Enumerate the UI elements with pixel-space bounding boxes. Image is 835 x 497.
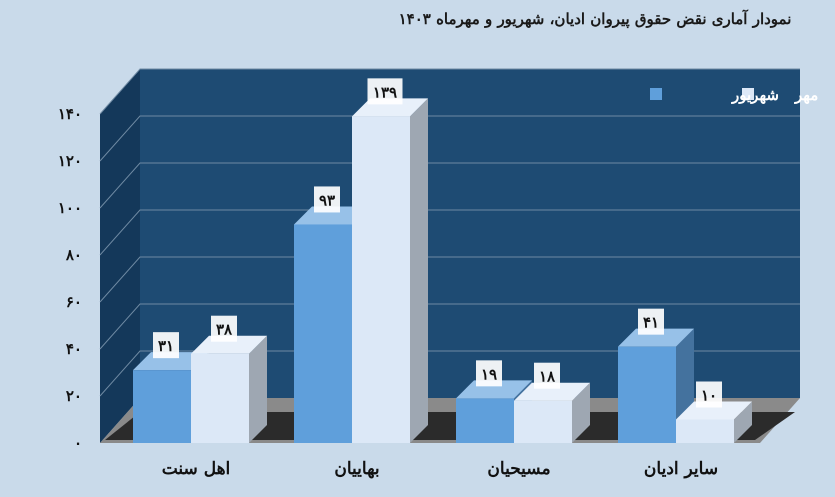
- data-label-text: ۱۳۹: [373, 83, 397, 101]
- data-label: ۱۰: [696, 381, 722, 408]
- y-tick-label: ۱۰۰: [58, 199, 82, 217]
- legend-swatch: [650, 88, 662, 100]
- y-tick-label: ۶۰: [66, 293, 82, 311]
- legend-label: شهریور: [731, 86, 779, 104]
- data-label-box: [211, 315, 237, 342]
- data-label-box: [153, 332, 179, 359]
- data-label: ۴۱: [638, 308, 664, 335]
- legend-label: مهر: [794, 86, 818, 104]
- x-category-label: سایر ادیان: [644, 459, 718, 479]
- data-label-text: ۳۸: [216, 321, 233, 339]
- y-tick-label: ۴۰: [66, 340, 82, 358]
- data-label-text: ۱۰: [701, 387, 717, 405]
- category-labels: اهل سنت بهاییان مسیحیان سایر ادیان: [162, 459, 718, 479]
- y-axis-ticks: ۰ ۲۰ ۴۰ ۶۰ ۸۰ ۱۰۰ ۱۲۰ ۱۴۰: [58, 105, 82, 452]
- side-wall: [100, 69, 140, 443]
- bar-top: [191, 335, 267, 354]
- gridline: [99, 68, 800, 115]
- bar-top: [676, 401, 752, 420]
- chart-title: نمودار آماری نقض حقوق پیروان ادیان، شهری…: [399, 9, 792, 29]
- bar-front: [676, 419, 734, 443]
- data-label-text: ۳۱: [158, 337, 174, 355]
- x-category-label: مسیحیان: [487, 459, 550, 479]
- legend-item: مهر: [742, 86, 818, 104]
- data-label: ۱۸: [534, 362, 560, 389]
- gridline: [99, 162, 800, 209]
- legend-swatch: [742, 88, 754, 100]
- bar-front: [133, 370, 191, 443]
- data-label: ۳۸: [211, 315, 237, 342]
- data-label-box: [314, 186, 340, 213]
- data-label-box: [476, 360, 502, 387]
- gridlines: [99, 68, 800, 397]
- bar: [514, 382, 590, 443]
- data-label-box: [534, 362, 560, 389]
- data-label-box: [696, 381, 722, 408]
- y-tick-label: ۲۰: [66, 387, 82, 405]
- data-label-text: ۹۳: [319, 191, 335, 209]
- bar-side: [572, 382, 590, 443]
- data-label: ۱۳۹: [367, 78, 403, 105]
- x-category-label: اهل سنت: [162, 459, 231, 479]
- bar-side: [410, 98, 428, 443]
- bar-side: [734, 401, 752, 443]
- bar-top: [514, 382, 590, 401]
- data-label: ۱۹: [476, 360, 502, 387]
- bar-top: [294, 206, 370, 225]
- bar-front: [456, 398, 514, 443]
- bar-top: [133, 352, 209, 371]
- data-label-box: [367, 78, 403, 105]
- legend-item: شهریور: [650, 86, 779, 104]
- data-label-text: ۴۱: [643, 314, 659, 332]
- bar-front: [352, 116, 410, 443]
- bar-front: [618, 346, 676, 443]
- bar-side: [249, 335, 267, 443]
- bar-front: [191, 353, 249, 443]
- data-label-box: [638, 308, 664, 335]
- data-label-text: ۱۹: [481, 365, 497, 383]
- data-label: ۳۱: [153, 332, 179, 359]
- bar-front: [294, 224, 352, 443]
- gridline: [99, 115, 800, 162]
- data-label-text: ۱۸: [539, 368, 556, 386]
- legend: مهر شهریور: [650, 86, 818, 104]
- gridline: [99, 256, 800, 303]
- data-labels: ۳۱ ۳۸ ۹۳ ۱۳۹ ۱۹ ۱۸ ۴۱ ۱۰: [153, 78, 722, 408]
- gridline: [99, 303, 800, 350]
- y-tick-label: ۱۲۰: [58, 152, 82, 170]
- bar: [352, 98, 428, 443]
- bar: [618, 328, 694, 443]
- y-tick-label: ۱۴۰: [58, 105, 82, 123]
- y-tick-label: ۰: [74, 434, 82, 452]
- gridline: [99, 350, 800, 397]
- data-label: ۹۳: [314, 186, 340, 213]
- y-tick-label: ۸۰: [65, 246, 82, 264]
- bar: [191, 335, 267, 443]
- bar-front: [514, 400, 572, 443]
- bar-top: [456, 380, 532, 399]
- bar: [676, 401, 752, 443]
- bars: [133, 98, 752, 443]
- x-category-label: بهاییان: [334, 459, 379, 479]
- gridline: [99, 209, 800, 256]
- bar-top: [618, 328, 694, 347]
